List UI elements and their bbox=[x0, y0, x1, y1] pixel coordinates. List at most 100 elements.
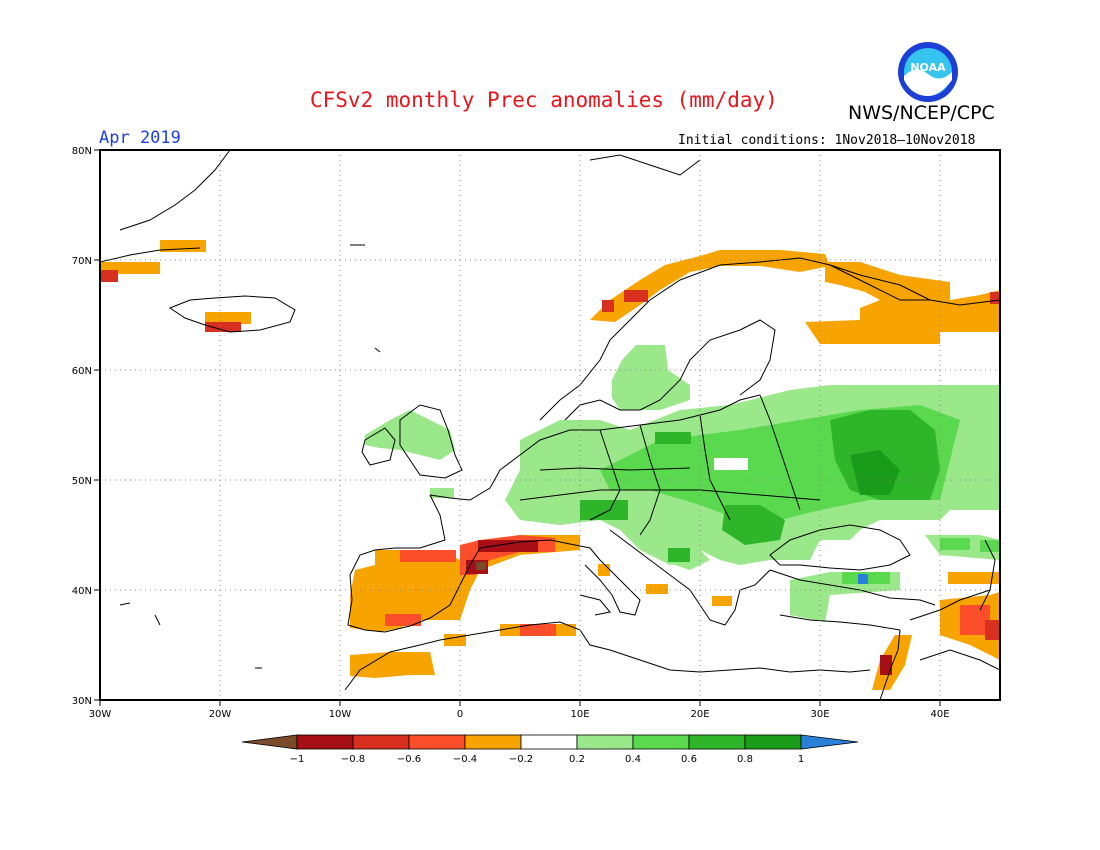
graticule bbox=[100, 150, 1000, 700]
lon-label: 30E bbox=[810, 709, 829, 720]
lat-label: 40N bbox=[72, 586, 92, 597]
anomaly-patch bbox=[590, 250, 830, 322]
lon-label: 30W bbox=[89, 709, 112, 720]
britain-coast bbox=[399, 404, 463, 479]
anomaly-patch bbox=[858, 574, 868, 584]
anomaly-shading bbox=[100, 240, 1000, 690]
lon-label: 40E bbox=[930, 709, 949, 720]
anomaly-patch bbox=[100, 270, 118, 282]
anomaly-patch bbox=[520, 624, 556, 636]
colorbar-tick-label: 0.6 bbox=[681, 754, 697, 765]
lon-label: 0 bbox=[457, 709, 463, 720]
anomaly-patch bbox=[476, 562, 486, 570]
north-europe-coast bbox=[499, 394, 761, 471]
anomaly-patch bbox=[948, 572, 1000, 584]
anomaly-patch bbox=[722, 505, 785, 545]
agency-label: NWS/NCEP/CPC bbox=[848, 102, 995, 124]
anomaly-patch bbox=[805, 262, 1000, 344]
anomaly-patch bbox=[598, 564, 610, 576]
colorbar-bin bbox=[464, 734, 522, 750]
border-line bbox=[919, 649, 1000, 671]
iceland-coast bbox=[168, 295, 296, 333]
colorbar-tick-label: 0.8 bbox=[737, 754, 753, 765]
anomaly-patch bbox=[160, 240, 206, 252]
anomaly-patch bbox=[612, 345, 690, 410]
island bbox=[119, 602, 131, 606]
forecast-month: Apr 2019 bbox=[99, 128, 181, 148]
lon-label: 10W bbox=[329, 709, 352, 720]
iberia-coast bbox=[347, 494, 576, 633]
levant-coast bbox=[879, 629, 901, 700]
north-africa-coast bbox=[344, 621, 871, 691]
anomaly-patch bbox=[430, 488, 454, 498]
lat-label: 30N bbox=[72, 696, 92, 707]
anomaly-patch bbox=[985, 620, 1000, 640]
greenland-coast bbox=[100, 247, 201, 263]
colorbar-bin bbox=[688, 734, 746, 750]
anomaly-patch bbox=[940, 538, 970, 550]
colorbar-bin bbox=[408, 734, 466, 750]
colorbar-bin bbox=[352, 734, 410, 750]
lat-label: 50N bbox=[72, 476, 92, 487]
anomaly-patch bbox=[385, 614, 421, 626]
lat-label: 70N bbox=[72, 256, 92, 267]
colorbar-tick-label: −1 bbox=[290, 754, 305, 765]
border-line bbox=[759, 394, 801, 511]
ireland-coast bbox=[361, 427, 396, 466]
initial-conditions: Initial conditions: 1Nov2018–10Nov2018 bbox=[678, 133, 976, 148]
balkan-coast bbox=[609, 529, 771, 626]
noaa-logo-icon: NOAA bbox=[898, 42, 958, 102]
island bbox=[154, 614, 161, 626]
caspian-coast bbox=[979, 539, 996, 611]
sicily-coast bbox=[579, 594, 611, 616]
lon-label: 20E bbox=[690, 709, 709, 720]
colorbar-bin bbox=[632, 734, 690, 750]
anomaly-patch bbox=[624, 290, 648, 302]
colorbar-arrow-low bbox=[241, 734, 298, 750]
anomaly-patch bbox=[350, 652, 435, 678]
scandinavia-coast bbox=[539, 257, 930, 421]
map-frame bbox=[99, 149, 1001, 701]
svalbard-coast bbox=[589, 154, 701, 176]
anomaly-patch bbox=[205, 322, 241, 332]
italy-coast bbox=[574, 544, 641, 616]
colorbar-tick-label: 0.2 bbox=[569, 754, 585, 765]
anomaly-patch bbox=[880, 655, 892, 675]
anomaly-patch bbox=[990, 292, 1000, 304]
lon-label: 10E bbox=[570, 709, 589, 720]
anomaly-patch bbox=[668, 548, 690, 562]
france-north-coast bbox=[429, 469, 501, 501]
anomaly-patch bbox=[790, 572, 900, 622]
colorbar-bin bbox=[296, 734, 354, 750]
colorbar-arrow-high bbox=[800, 734, 859, 750]
colorbar-bin bbox=[576, 734, 634, 750]
map-title: CFSv2 monthly Prec anomalies (mm/day) bbox=[310, 88, 778, 112]
colorbar-tick-label: 1 bbox=[798, 754, 804, 765]
colorbar-tick-label: −0.2 bbox=[509, 754, 533, 765]
anomaly-patch bbox=[655, 432, 691, 444]
anomaly-patch bbox=[850, 450, 900, 495]
colorbar-bin bbox=[744, 734, 802, 750]
lat-label: 60N bbox=[72, 366, 92, 377]
border-line bbox=[539, 467, 691, 471]
colorbar-tick-label: −0.4 bbox=[453, 754, 477, 765]
anomaly-patch bbox=[712, 596, 732, 606]
anomaly-patch bbox=[478, 540, 538, 552]
colorbar-tick-label: −0.8 bbox=[341, 754, 365, 765]
anomaly-patch bbox=[400, 550, 456, 562]
island bbox=[374, 347, 381, 353]
latitude-labels: 80N 70N 60N 50N 40N 30N bbox=[72, 146, 92, 707]
russia-coast bbox=[829, 264, 1000, 306]
axis-ticks bbox=[94, 149, 941, 706]
colorbar-tick-label: 0.4 bbox=[625, 754, 641, 765]
anomaly-patch bbox=[580, 500, 628, 520]
border-line bbox=[519, 489, 821, 501]
anomaly-patch bbox=[646, 584, 668, 594]
anomaly-patch bbox=[602, 300, 614, 312]
border-line bbox=[909, 589, 991, 621]
baltic-coast bbox=[564, 319, 776, 421]
longitude-labels: 30W 20W 10W 0 10E 20E 30E 40E bbox=[89, 709, 950, 720]
anomaly-patch bbox=[714, 458, 748, 470]
colorbar-bin bbox=[520, 734, 578, 750]
